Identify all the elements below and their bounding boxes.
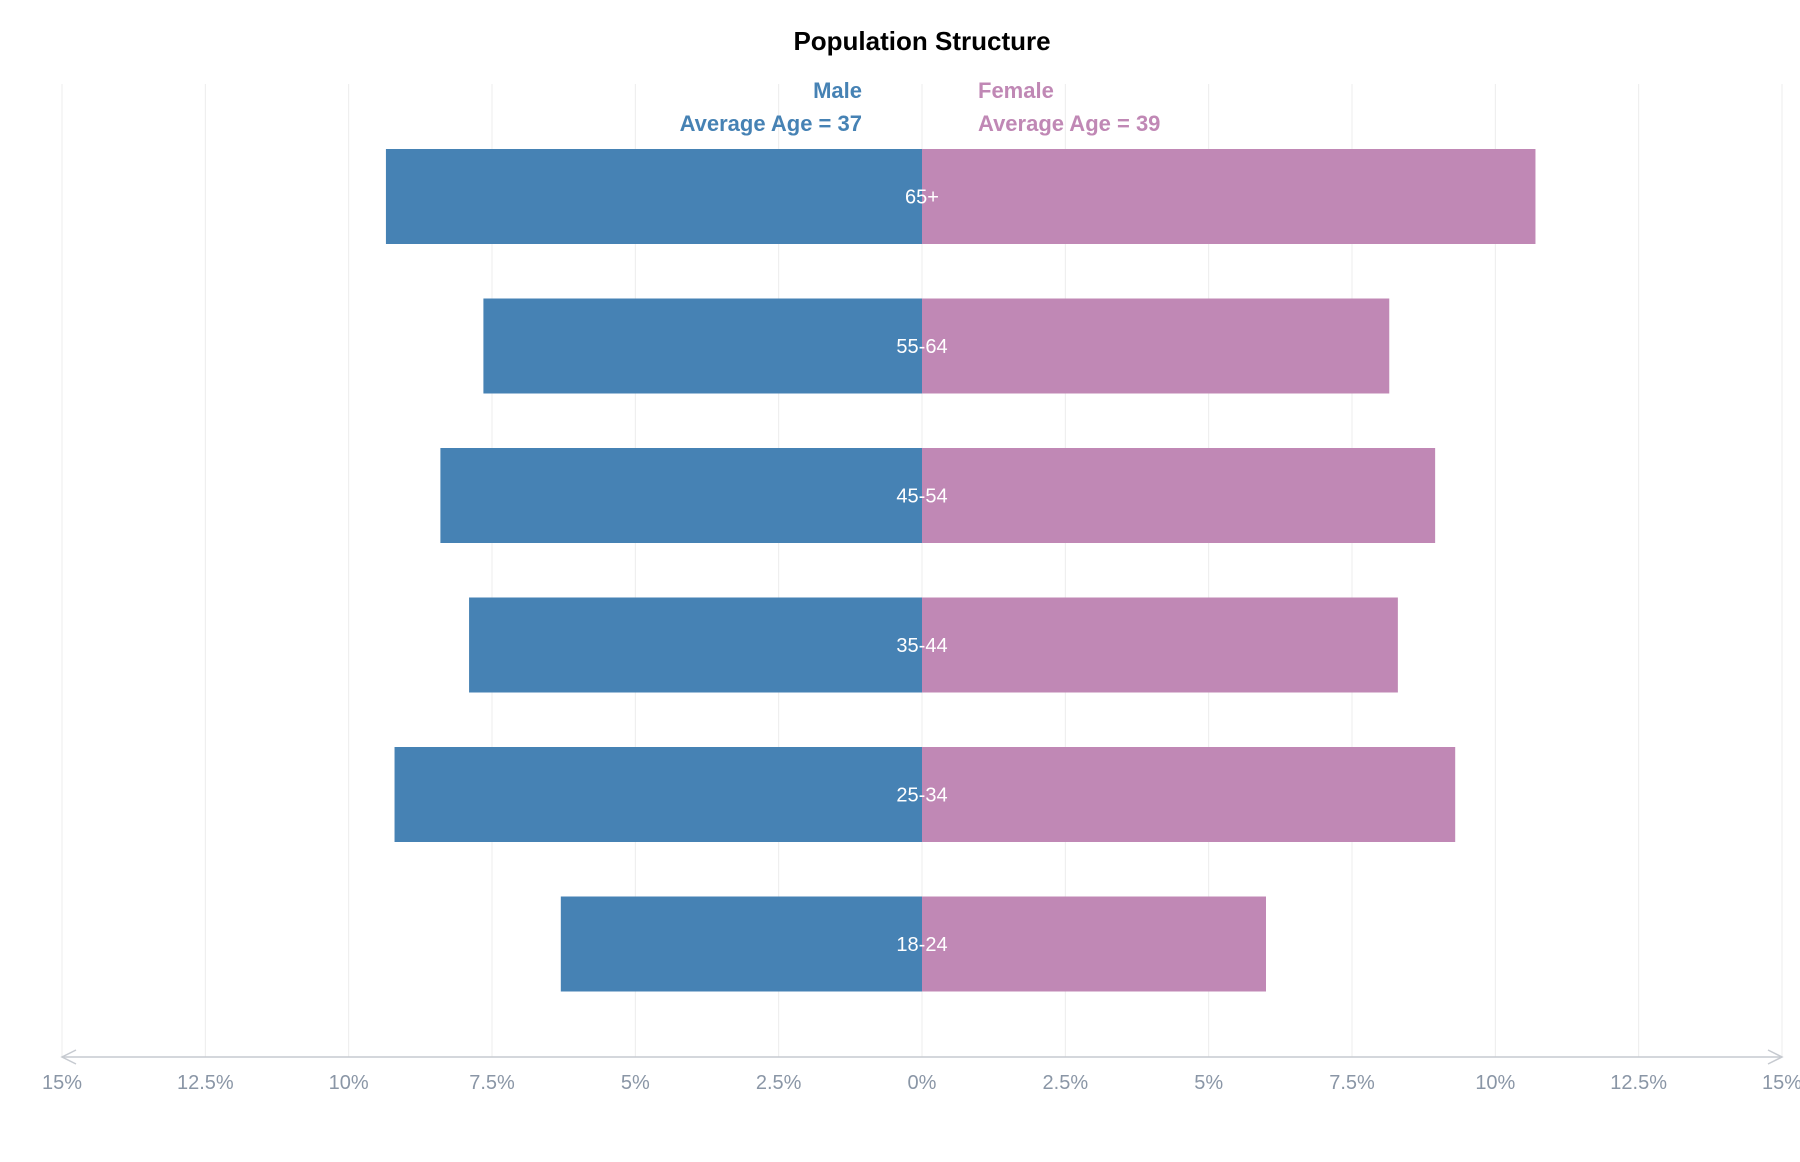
x-tick-label: 10% bbox=[329, 1072, 369, 1094]
axis-arrow-right bbox=[1767, 1049, 1784, 1065]
x-tick-label: 15% bbox=[42, 1072, 82, 1094]
series-legend: Male Average Age = 37 Female Average Age… bbox=[680, 78, 1161, 136]
category-labels: 65+ 55-64 45-54 35-44 25-34 18-24 bbox=[896, 187, 947, 957]
male-bar bbox=[483, 298, 922, 394]
female-bar bbox=[922, 597, 1398, 693]
age-group-label: 45-54 bbox=[896, 486, 947, 508]
age-group-label: 18-24 bbox=[896, 934, 947, 956]
female-bar bbox=[922, 448, 1436, 543]
female-bar bbox=[922, 149, 1536, 244]
age-group-label: 25-34 bbox=[896, 785, 947, 807]
female-series-label: Female bbox=[978, 78, 1054, 103]
x-tick-label: 12.5% bbox=[177, 1072, 234, 1094]
x-tick-label: 2.5% bbox=[756, 1072, 802, 1094]
axis-arrow-left bbox=[60, 1049, 77, 1065]
male-average-age-label: Average Age = 37 bbox=[680, 111, 862, 136]
male-bar bbox=[394, 747, 922, 842]
female-bar bbox=[922, 896, 1266, 992]
male-bar bbox=[469, 597, 922, 693]
x-tick-label: 2.5% bbox=[1043, 1072, 1089, 1094]
age-group-label: 35-44 bbox=[896, 635, 947, 657]
x-tick-label: 7.5% bbox=[1329, 1072, 1375, 1094]
x-tick-label: 5% bbox=[1194, 1072, 1223, 1094]
male-bar bbox=[385, 149, 922, 244]
chart-title: Population Structure bbox=[793, 26, 1050, 56]
x-tick-label: 12.5% bbox=[1610, 1072, 1667, 1094]
gridlines bbox=[61, 84, 1783, 1057]
female-bar bbox=[922, 298, 1390, 394]
female-average-age-label: Average Age = 39 bbox=[978, 111, 1160, 136]
age-group-label: 65+ bbox=[905, 187, 939, 209]
female-bar bbox=[922, 747, 1456, 842]
x-axis: 15% 12.5% 10% 7.5% 5% 2.5% 0% 2.5% 5% 7.5% 10% 12.5… bbox=[42, 1049, 1800, 1094]
male-series-label: Male bbox=[813, 78, 862, 103]
x-tick-label: 15% bbox=[1762, 1072, 1800, 1094]
x-tick-label: 7.5% bbox=[469, 1072, 515, 1094]
bars bbox=[385, 149, 1536, 992]
male-bar bbox=[440, 448, 922, 543]
x-tick-label: 5% bbox=[621, 1072, 650, 1094]
age-group-label: 55-64 bbox=[896, 336, 947, 358]
x-tick-label: 10% bbox=[1475, 1072, 1515, 1094]
male-bar bbox=[560, 896, 922, 992]
x-tick-label: 0% bbox=[908, 1072, 937, 1094]
